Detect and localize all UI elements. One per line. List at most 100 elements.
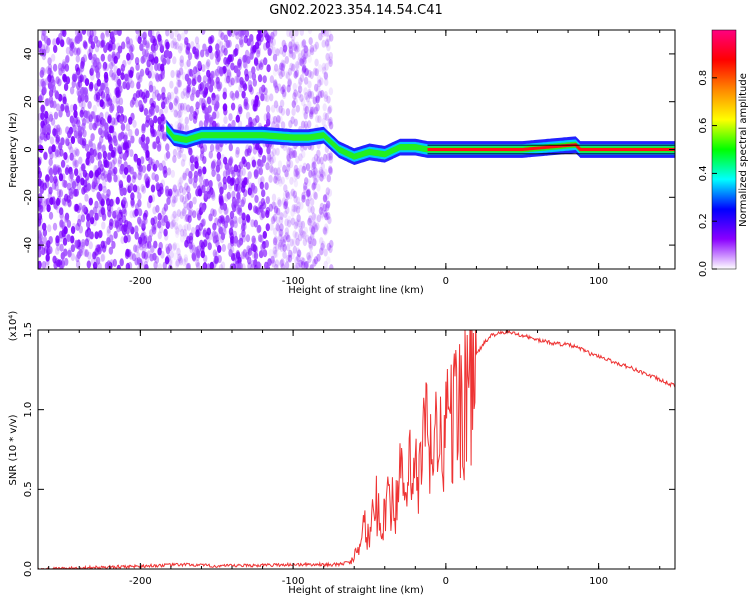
noise-speck	[140, 184, 145, 192]
noise-speck	[69, 104, 75, 113]
noise-speck	[172, 196, 177, 204]
noise-speck	[174, 230, 180, 239]
noise-speck	[61, 179, 67, 188]
noise-speck	[284, 56, 289, 64]
noise-speck	[243, 101, 248, 110]
noise-speck	[307, 255, 312, 263]
noise-speck	[260, 198, 266, 206]
noise-speck	[109, 166, 114, 175]
noise-speck	[113, 74, 118, 83]
noise-speck	[195, 42, 200, 51]
noise-speck	[143, 107, 149, 116]
noise-speck	[163, 202, 169, 211]
noise-speck	[278, 229, 283, 237]
noise-speck	[189, 208, 194, 217]
noise-speck	[254, 98, 259, 107]
noise-speck	[212, 120, 217, 129]
noise-speck	[115, 76, 121, 85]
noise-speck	[321, 171, 327, 180]
noise-speck	[116, 30, 121, 36]
noise-speck	[313, 213, 318, 222]
noise-speck	[328, 165, 333, 174]
noise-speck	[286, 84, 291, 93]
noise-speck	[272, 115, 278, 124]
noise-speck	[70, 253, 76, 262]
noise-speck	[197, 60, 202, 69]
noise-speck	[327, 216, 332, 225]
noise-speck	[180, 32, 186, 41]
noise-speck	[296, 219, 302, 228]
noise-speck	[117, 45, 123, 54]
noise-speck	[94, 231, 99, 240]
noise-speck	[273, 63, 279, 72]
noise-speck	[89, 216, 95, 225]
noise-speck	[141, 247, 147, 255]
noise-speck	[164, 152, 169, 161]
noise-speck	[98, 230, 103, 238]
noise-speck	[100, 32, 105, 41]
noise-speck	[120, 122, 126, 131]
noise-speck	[208, 36, 214, 45]
noise-speck	[279, 62, 284, 71]
noise-speck	[49, 100, 54, 108]
noise-speck	[73, 188, 78, 197]
noise-speck	[207, 105, 212, 114]
noise-speck	[149, 51, 154, 60]
noise-speck	[290, 217, 296, 226]
noise-speck	[271, 46, 276, 55]
noise-speck	[295, 205, 301, 214]
noise-speck	[273, 235, 279, 244]
noise-speck	[188, 147, 193, 156]
noise-speck	[293, 168, 298, 177]
noise-speck	[135, 72, 141, 81]
noise-speck	[156, 143, 162, 152]
noise-speck	[206, 236, 211, 245]
noise-speck	[264, 239, 269, 248]
noise-speck	[266, 43, 271, 51]
noise-speck	[299, 30, 304, 36]
noise-speck	[120, 63, 126, 72]
noise-speck	[251, 242, 257, 251]
noise-speck	[265, 210, 270, 218]
noise-speck	[279, 259, 284, 268]
noise-speck	[192, 110, 197, 119]
noise-speck	[165, 143, 170, 152]
noise-speck	[302, 65, 307, 74]
noise-speck	[123, 161, 128, 170]
noise-speck	[236, 195, 241, 204]
noise-speck	[212, 111, 217, 120]
noise-speck	[57, 62, 63, 71]
figure-title: GN02.2023.354.14.54.C41	[269, 3, 443, 18]
noise-speck	[282, 89, 287, 98]
noise-speck	[284, 232, 289, 241]
noise-speck	[74, 30, 80, 37]
noise-speck	[280, 63, 285, 72]
noise-speck	[287, 49, 292, 58]
noise-speck	[165, 219, 171, 228]
noise-speck	[249, 86, 254, 95]
noise-speck	[306, 49, 312, 58]
noise-speck	[116, 78, 122, 87]
noise-speck	[195, 89, 200, 98]
noise-speck	[86, 30, 92, 37]
noise-speck	[80, 113, 86, 122]
noise-speck	[68, 38, 73, 47]
noise-speck	[178, 224, 183, 233]
noise-speck	[241, 167, 246, 176]
noise-speck	[178, 149, 183, 158]
noise-speck	[219, 214, 225, 223]
noise-speck	[65, 109, 71, 118]
noise-speck	[86, 182, 92, 191]
noise-speck	[287, 147, 292, 156]
noise-speck	[104, 174, 109, 182]
noise-speck	[298, 153, 303, 162]
noise-speck	[278, 71, 284, 80]
noise-speck	[279, 228, 284, 237]
noise-speck	[50, 53, 56, 62]
noise-speck	[303, 103, 308, 112]
noise-speck	[239, 80, 244, 89]
noise-speck	[41, 261, 47, 269]
noise-speck	[100, 254, 105, 262]
noise-speck	[159, 186, 164, 195]
noise-speck	[290, 188, 295, 197]
